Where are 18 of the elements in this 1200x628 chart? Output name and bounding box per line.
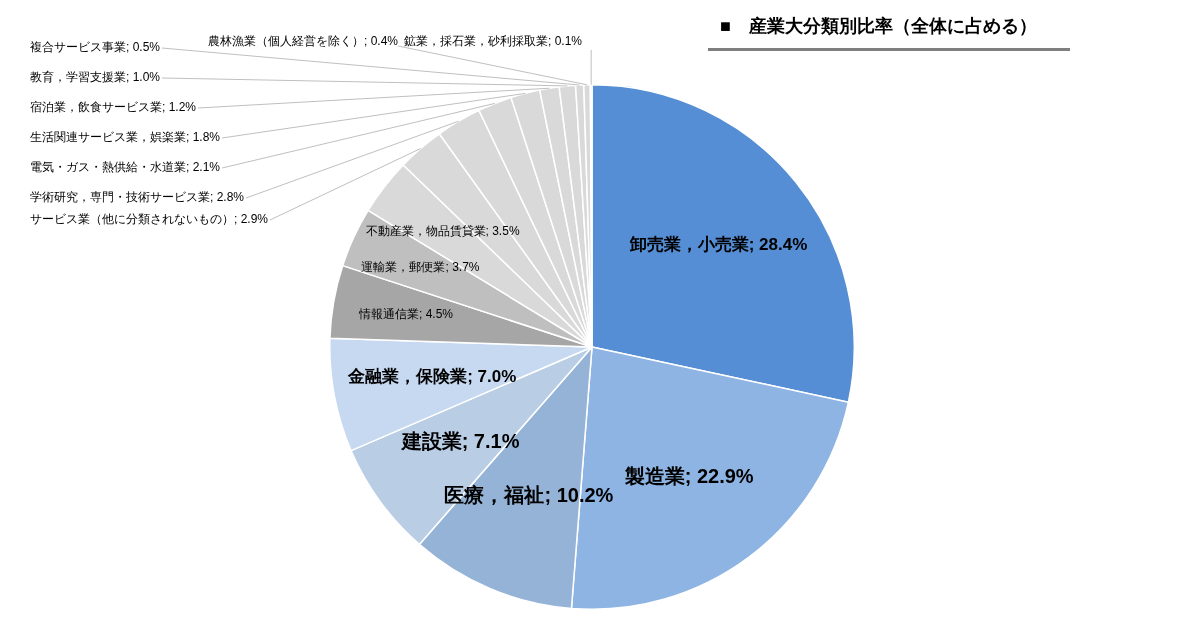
- slice-label: 電気・ガス・熱供給・水道業; 2.1%: [30, 160, 221, 175]
- slice-label: 卸売業，小売業; 28.4%: [628, 234, 808, 254]
- slice-label: 教育，学習支援業; 1.0%: [30, 70, 161, 85]
- slice-label: 建設業; 7.1%: [399, 430, 520, 453]
- slice-label: 金融業，保険業; 7.0%: [347, 366, 517, 386]
- slice-label: 農林漁業（個人経営を除く）; 0.4%: [207, 34, 399, 49]
- slice-label: 情報通信業; 4.5%: [358, 306, 454, 321]
- slice-label: サービス業（他に分類されないもの）; 2.9%: [30, 212, 269, 227]
- slice-label: 運輸業，郵便業; 3.7%: [361, 260, 480, 275]
- slice-label: 宿泊業，飲食サービス業; 1.2%: [30, 100, 197, 115]
- slice-label: 学術研究，専門・技術サービス業; 2.8%: [30, 190, 245, 205]
- slice-label: 複合サービス事業; 0.5%: [30, 40, 161, 55]
- slice-label: 不動産業，物品賃貸業; 3.5%: [365, 223, 520, 238]
- slice-label: 医療，福祉; 10.2%: [444, 484, 614, 507]
- slice-label: 生活関連サービス業，娯楽業; 1.8%: [30, 130, 221, 145]
- chart-title: ■ 産業大分類別比率（全体に占める）: [708, 14, 1070, 51]
- slice-label: 鉱業，採石業，砂利採取業; 0.1%: [404, 34, 583, 49]
- slice-label: 製造業; 22.9%: [623, 464, 754, 487]
